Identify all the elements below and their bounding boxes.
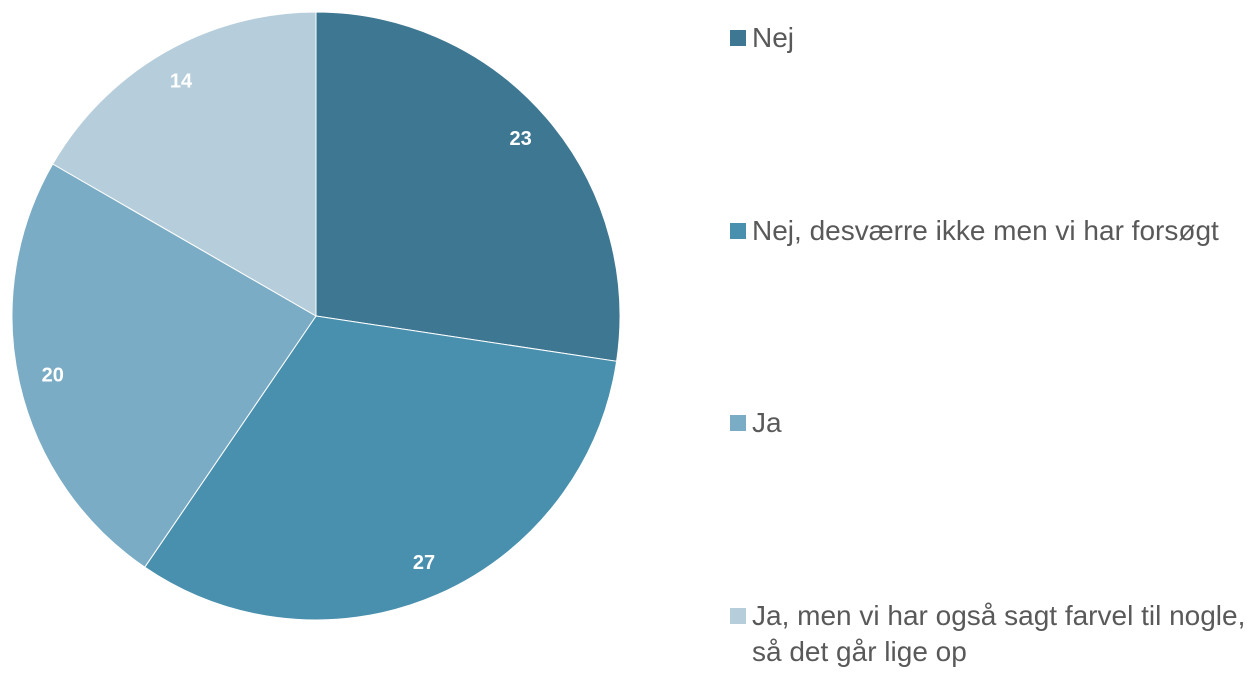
data-label: 27: [413, 552, 435, 574]
legend-swatch: [730, 30, 746, 46]
pie-slice: [11, 163, 317, 568]
data-label: 20: [42, 364, 64, 386]
chart: 23 27 20 14: [11, 11, 621, 621]
legend-swatch: [730, 415, 746, 432]
legend-label: Ja, men vi har også sagt farvel til nogl…: [752, 599, 1246, 667]
legend-swatch: [730, 222, 746, 239]
pie-slice: [315, 11, 621, 362]
legend: Nej Nej, desværre ikke men vi har forsøgt…: [730, 20, 1250, 670]
pie-slice: [144, 315, 618, 621]
legend-item: Nej, desværre ikke men vi har forsøgt: [730, 213, 1250, 249]
legend-label: Ja: [752, 407, 782, 439]
data-label: 23: [510, 128, 532, 150]
legend-label: Nej: [752, 22, 795, 53]
legend-item: Nej: [730, 20, 1250, 56]
legend-item: Ja: [730, 405, 1250, 441]
legend-label: Nej, desværre ikke men vi har forsøgt: [752, 214, 1219, 246]
legend-swatch: [730, 607, 746, 624]
pie-slice: [52, 11, 317, 317]
data-label: 14: [170, 70, 193, 92]
legend-item: Ja, men vi har også sagt farvel til nogl…: [730, 598, 1250, 670]
